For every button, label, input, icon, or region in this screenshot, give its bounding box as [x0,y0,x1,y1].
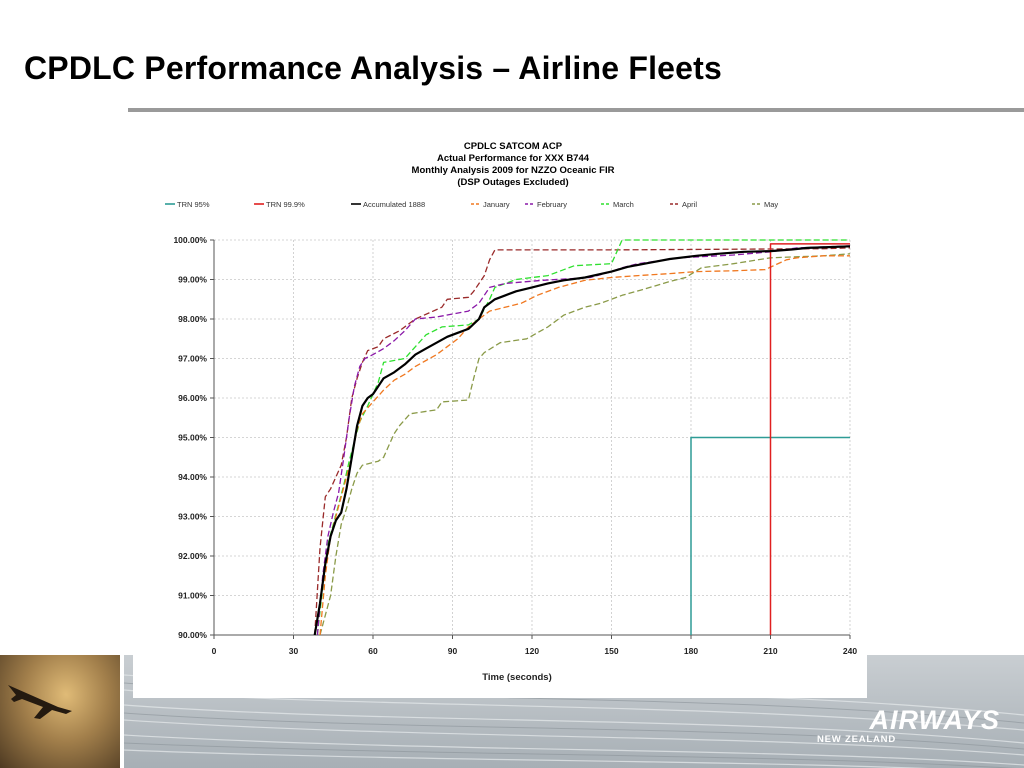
y-tick-label: 94.00% [178,472,207,482]
series-line-trn-95 [690,436,850,635]
x-tick-label: 60 [368,646,378,656]
x-tick-label: 90 [448,646,458,656]
legend-label: TRN 99.9% [266,200,305,209]
chart-x-axis-label-group: Time (seconds) [482,672,552,683]
y-tick-label: 96.00% [178,393,207,403]
y-tick-label: 98.00% [178,314,207,324]
legend-label: March [613,200,634,209]
legend-label: April [682,200,697,209]
slide-title: CPDLC Performance Analysis – Airline Fle… [24,50,723,86]
legend-label: February [537,200,567,209]
airplane-icon [8,685,72,719]
series-line-accumulated-1888 [313,245,851,636]
y-tick-label: 95.00% [178,433,207,443]
x-tick-label: 0 [212,646,217,656]
legend-label: January [483,200,510,209]
logo-subtext: NEW ZEALAND [817,734,896,745]
series-line-trn-99-9 [769,243,850,635]
series-line-may [319,253,851,636]
y-tick-label: 90.00% [178,630,207,640]
chart-series [313,239,851,636]
series-line-april [314,247,851,636]
airways-logo: AIRWAYS NEW ZEALAND [817,705,1000,746]
y-tick-label: 99.00% [178,275,207,285]
title-divider [128,108,1024,112]
x-tick-label: 210 [763,646,777,656]
x-tick-label: 30 [289,646,299,656]
y-tick-label: 100.00% [173,235,207,245]
x-tick-label: 240 [843,646,857,656]
y-tick-label: 93.00% [178,512,207,522]
logo-wordmark: AIRWAYS [869,705,1000,735]
x-tick-label: 120 [525,646,539,656]
airplane-photo [0,655,120,768]
legend-label: TRN 95% [177,200,210,209]
chart-axes: 90.00% 91.00% 92.00% 93.00% 94.00% 95.00% 96.0… [173,235,857,656]
chart-panel: CPDLC SATCOM ACP Actual Performance for X… [133,126,867,698]
legend-label: May [764,200,778,209]
chart-title-line: CPDLC SATCOM ACP [464,141,563,152]
chart-legend: TRN 95% TRN 99.9% Accumulated 1888 January F… [165,200,778,209]
footer-separator [120,655,124,768]
chart-title-line: Monthly Analysis 2009 for NZZO Oceanic F… [412,165,615,176]
x-tick-label: 150 [604,646,618,656]
x-tick-label: 180 [684,646,698,656]
legend-label: Accumulated 1888 [363,200,425,209]
chart-title-line: Actual Performance for XXX B744 [437,153,590,164]
y-tick-label: 91.00% [178,591,207,601]
y-tick-label: 97.00% [178,354,207,364]
chart-title-line: (DSP Outages Excluded) [457,177,568,188]
y-tick-label: 92.00% [178,551,207,561]
x-axis-label: Time (seconds) [482,672,552,683]
